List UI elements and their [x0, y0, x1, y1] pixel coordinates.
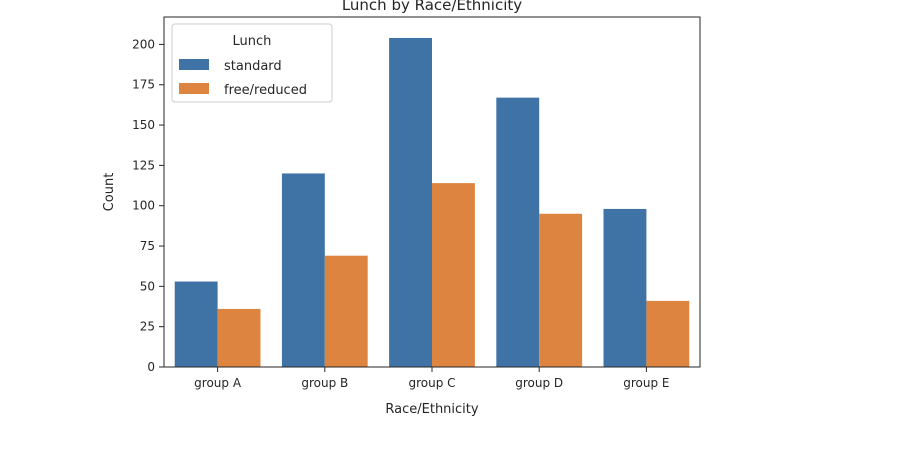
- x-tick-label: group A: [194, 376, 242, 390]
- legend-box: [171, 23, 333, 103]
- legend-label: free/reduced: [224, 83, 307, 98]
- legend: Lunch standard free/reduced: [171, 23, 333, 103]
- y-tick-label: 100: [132, 199, 155, 213]
- y-axis: 0 25 50 75 100 125 150 175 200: [132, 37, 164, 374]
- x-axis: group A group B group C group D group E: [194, 367, 670, 390]
- bar-standard: [496, 97, 540, 367]
- y-tick-label: 0: [147, 360, 155, 374]
- legend-title: Lunch: [233, 34, 272, 49]
- x-tick-label: group D: [515, 376, 563, 390]
- bar-free-reduced: [646, 300, 690, 367]
- y-tick-label: 200: [132, 37, 155, 51]
- y-tick-label: 25: [140, 320, 155, 334]
- bars: [174, 37, 690, 367]
- plot-frame: [163, 16, 701, 368]
- x-axis-label: Race/Ethnicity: [385, 402, 478, 417]
- x-tick-label: group B: [301, 376, 348, 390]
- x-tick-label: group E: [623, 376, 669, 390]
- bar-standard: [174, 281, 218, 367]
- legend-swatch: [179, 83, 209, 94]
- y-tick-label: 125: [132, 158, 155, 172]
- legend-swatch: [179, 59, 209, 70]
- y-axis-label: Count: [102, 173, 117, 212]
- y-tick-label: 50: [140, 279, 155, 293]
- bar-standard: [389, 37, 432, 367]
- bar-free-reduced: [432, 183, 475, 367]
- bar-free-reduced: [324, 255, 368, 367]
- y-tick-label: 75: [140, 239, 155, 253]
- x-tick-label: group C: [408, 376, 455, 390]
- legend-label: standard: [224, 59, 282, 74]
- y-tick-label: 150: [132, 118, 155, 132]
- bar-free-reduced: [217, 308, 261, 367]
- bar-free-reduced: [539, 213, 583, 367]
- bar-standard: [603, 208, 647, 367]
- y-tick-label: 175: [132, 78, 155, 92]
- chart-title: Lunch by Race/Ethnicity: [342, 0, 522, 14]
- bar-standard: [281, 173, 325, 367]
